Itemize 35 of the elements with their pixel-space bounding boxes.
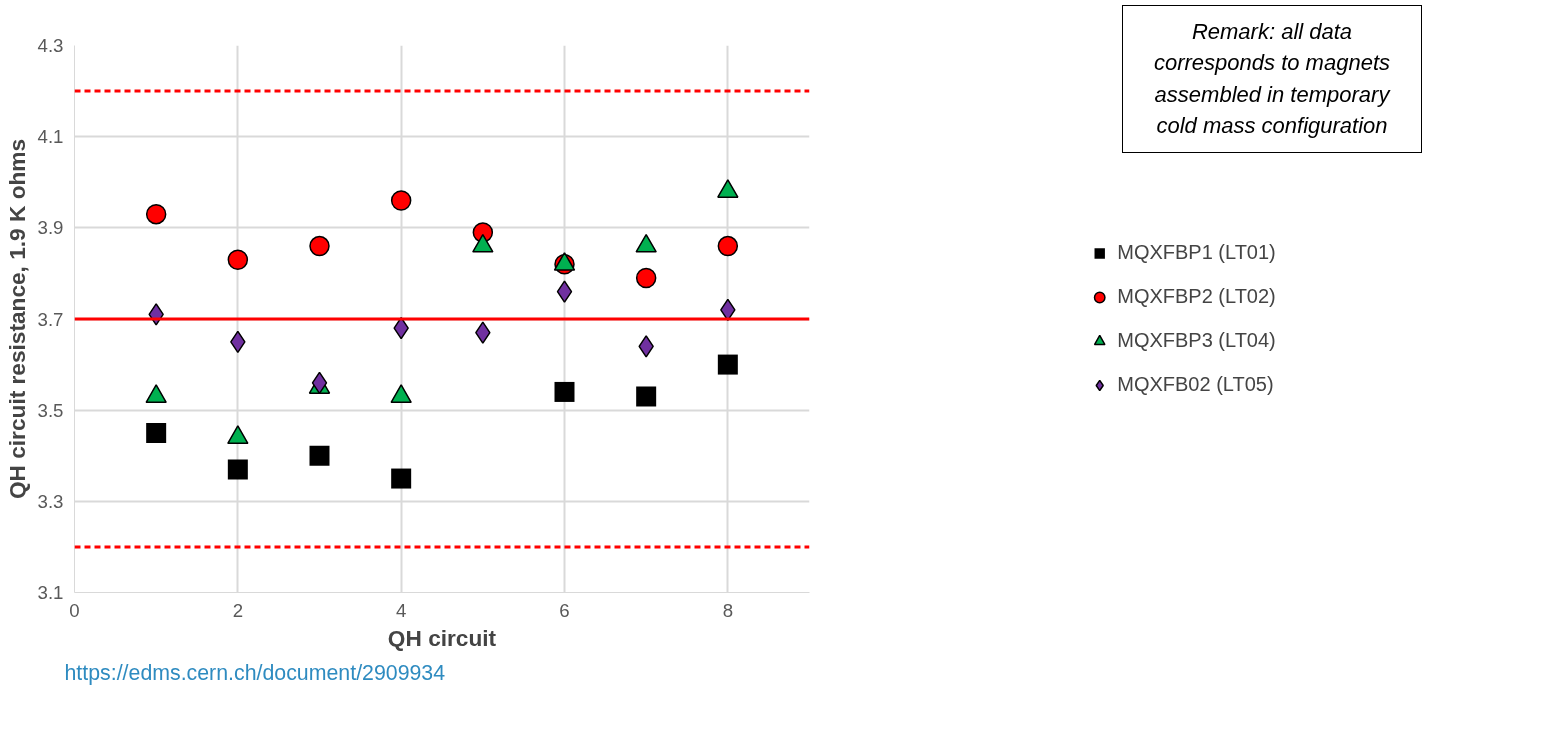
y-tick-label: 3.7 xyxy=(37,308,64,330)
x-tick-label: 4 xyxy=(395,599,407,621)
legend-label: MQXFBP2 (LT02) xyxy=(1117,285,1276,308)
x-tick-label: 2 xyxy=(232,599,244,621)
point xyxy=(717,235,739,257)
point xyxy=(311,371,328,395)
x-tick-label: 8 xyxy=(722,599,734,621)
y-tick-label: 4.1 xyxy=(37,126,64,148)
point xyxy=(227,459,248,480)
point xyxy=(146,422,167,443)
text: https://edms.cern.ch/document/2909934 xyxy=(64,660,446,685)
x-axis-title: QH circuit xyxy=(387,624,497,651)
point xyxy=(390,190,412,211)
point xyxy=(717,354,738,375)
point xyxy=(391,468,412,489)
y-tick-label: 3.5 xyxy=(37,399,64,421)
y-tick-label: 3.3 xyxy=(37,490,64,512)
y-tick-label: 3.1 xyxy=(37,582,64,603)
point xyxy=(309,445,330,466)
x-tick-label: 6 xyxy=(559,599,570,621)
point xyxy=(635,267,657,289)
legend-label: MQXFBP3 (LT04) xyxy=(1117,329,1276,352)
y-tick-label: 4.3 xyxy=(37,35,64,56)
y-axis-title: QH circuit resistance, 1.9 K ohms xyxy=(3,138,30,500)
point xyxy=(636,386,657,407)
y-tick-label: 3.9 xyxy=(37,217,64,239)
text: Remark: all data corresponds to magnets assembled in temporary cold mass configuration xyxy=(1153,18,1391,141)
point xyxy=(145,203,167,225)
point xyxy=(309,235,330,257)
point xyxy=(554,381,575,402)
legend-label: MQXFBP1 (LT01) xyxy=(1117,241,1276,264)
point xyxy=(227,249,249,270)
legend-label: MQXFB02 (LT05) xyxy=(1117,373,1274,396)
x-tick-label: 0 xyxy=(69,599,80,621)
point xyxy=(556,280,573,303)
